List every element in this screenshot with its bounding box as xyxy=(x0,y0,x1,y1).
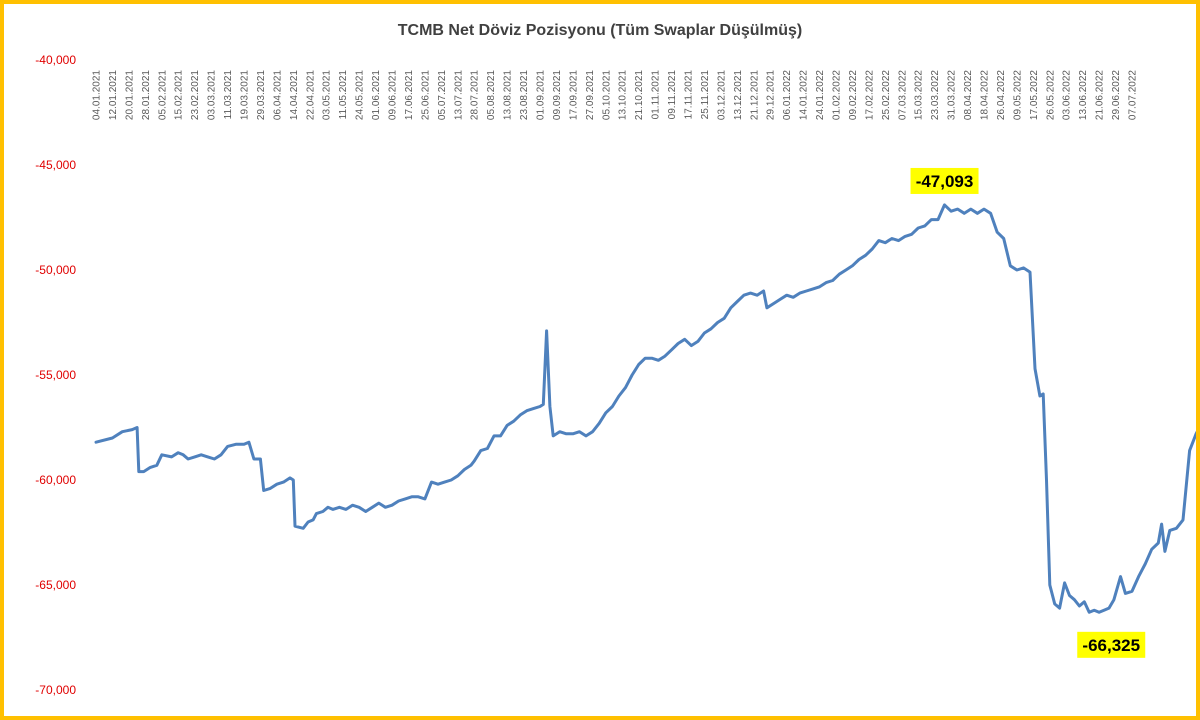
x-tick-label: 13.12.2021 xyxy=(733,70,744,120)
x-tick-label: 29.12.2021 xyxy=(766,70,777,120)
x-tick-label: 17.11.2021 xyxy=(684,70,695,120)
data-label-box xyxy=(1077,631,1146,658)
x-tick-label: 13.08.2021 xyxy=(503,70,514,120)
x-tick-label: 09.11.2021 xyxy=(667,70,678,120)
chart-svg: -40,000 -45,000 -50,000 -55,000 -60,000 -65,0… xyxy=(35,53,1196,697)
x-tick-label: 03.12.2021 xyxy=(716,70,727,120)
x-tick-label: 15.02.2021 xyxy=(174,70,185,120)
x-tick-label: 07.03.2022 xyxy=(897,70,908,120)
x-tick-label: 24.05.2021 xyxy=(355,70,366,120)
x-tick-label: 09.05.2022 xyxy=(1012,70,1023,120)
x-tick-label: 25.11.2021 xyxy=(700,70,711,120)
x-tick-label: 17.05.2022 xyxy=(1029,70,1040,120)
x-tick-label: 04.01.2021 xyxy=(92,70,103,120)
x-tick-label: 23.03.2022 xyxy=(930,70,941,120)
x-tick-label: 01.11.2021 xyxy=(651,70,662,120)
x-tick-label: 21.10.2021 xyxy=(634,70,645,120)
x-tick-label: 01.09.2021 xyxy=(536,70,547,120)
y-tick-label: -60,000 xyxy=(35,473,76,487)
x-tick-label: 24.01.2022 xyxy=(815,70,826,120)
chart-title: TCMB Net Döviz Pozisyonu (Tüm Swaplar Dü… xyxy=(397,22,803,39)
x-tick-label: 22.04.2021 xyxy=(305,70,316,120)
x-tick-label: 09.02.2022 xyxy=(848,70,859,120)
x-tick-label: 28.07.2021 xyxy=(470,70,481,120)
x-tick-label: 06.04.2021 xyxy=(272,70,283,120)
x-tick-label: 25.06.2021 xyxy=(420,70,431,120)
x-tick-label: 09.09.2021 xyxy=(552,70,563,120)
data-label-box xyxy=(910,167,979,194)
x-tick-label: 12.01.2021 xyxy=(108,70,119,120)
x-tick-label: 29.06.2022 xyxy=(1111,70,1122,120)
x-tick-label: 14.01.2022 xyxy=(799,70,810,120)
x-tick-label: 26.04.2022 xyxy=(996,70,1007,120)
x-tick-label: 20.01.2021 xyxy=(124,70,135,120)
x-tick-label: 31.03.2022 xyxy=(947,70,958,120)
x-tick-label: 21.12.2021 xyxy=(749,70,760,120)
x-tick-label: 25.02.2022 xyxy=(881,70,892,120)
x-tick-label: 21.06.2022 xyxy=(1095,70,1106,120)
data-label-text: -66,325 xyxy=(1082,636,1140,655)
x-tick-label: 01.06.2021 xyxy=(371,70,382,120)
x-tick-label: 28.01.2021 xyxy=(141,70,152,120)
y-tick-label: -50,000 xyxy=(35,263,76,277)
y-tick-label: -70,000 xyxy=(35,683,76,697)
x-tick-label: 13.10.2021 xyxy=(618,70,629,120)
x-tick-label: 03.03.2021 xyxy=(207,70,218,120)
x-tick-label: 18.04.2022 xyxy=(980,70,991,120)
x-tick-label: 09.06.2021 xyxy=(388,70,399,120)
x-tick-label: 11.05.2021 xyxy=(338,70,349,120)
y-tick-label: -45,000 xyxy=(35,158,76,172)
data-label: -47,093 xyxy=(910,167,979,194)
x-tick-label: 05.07.2021 xyxy=(437,70,448,120)
x-tick-label: 05.08.2021 xyxy=(486,70,497,120)
x-tick-label: 17.06.2021 xyxy=(404,70,415,120)
x-tick-label: 13.07.2021 xyxy=(453,70,464,120)
x-tick-label: 15.03.2022 xyxy=(914,70,925,120)
x-tick-label: 11.03.2021 xyxy=(223,70,234,120)
x-tick-label: 05.10.2021 xyxy=(601,70,612,120)
x-tick-label: 07.07.2022 xyxy=(1128,70,1139,120)
x-tick-label: 01.02.2022 xyxy=(832,70,843,120)
data-label: -66,325 xyxy=(1077,631,1146,658)
y-tick-label: -65,000 xyxy=(35,578,76,592)
x-tick-label: 08.04.2022 xyxy=(963,70,974,120)
x-tick-label: 27.09.2021 xyxy=(585,70,596,120)
x-tick-label: 23.08.2021 xyxy=(519,70,530,120)
x-tick-label: 23.02.2021 xyxy=(190,70,201,120)
x-tick-label: 17.09.2021 xyxy=(568,70,579,120)
x-tick-label: 03.06.2022 xyxy=(1062,70,1073,120)
x-tick-label: 26.05.2022 xyxy=(1045,70,1056,120)
x-tick-label: 13.06.2022 xyxy=(1078,70,1089,120)
y-tick-label: -55,000 xyxy=(35,368,76,382)
x-tick-label: 19.03.2021 xyxy=(240,70,251,120)
data-label-text: -47,093 xyxy=(916,172,974,191)
x-tick-label: 05.02.2021 xyxy=(157,70,168,120)
x-tick-label: 03.05.2021 xyxy=(322,70,333,120)
x-tick-label: 06.01.2022 xyxy=(782,70,793,120)
y-tick-label: -40,000 xyxy=(35,53,76,67)
series-line xyxy=(94,203,1196,614)
x-tick-label: 14.04.2021 xyxy=(289,70,300,120)
x-tick-label: 29.03.2021 xyxy=(256,70,267,120)
x-tick-label: 17.02.2022 xyxy=(864,70,875,120)
